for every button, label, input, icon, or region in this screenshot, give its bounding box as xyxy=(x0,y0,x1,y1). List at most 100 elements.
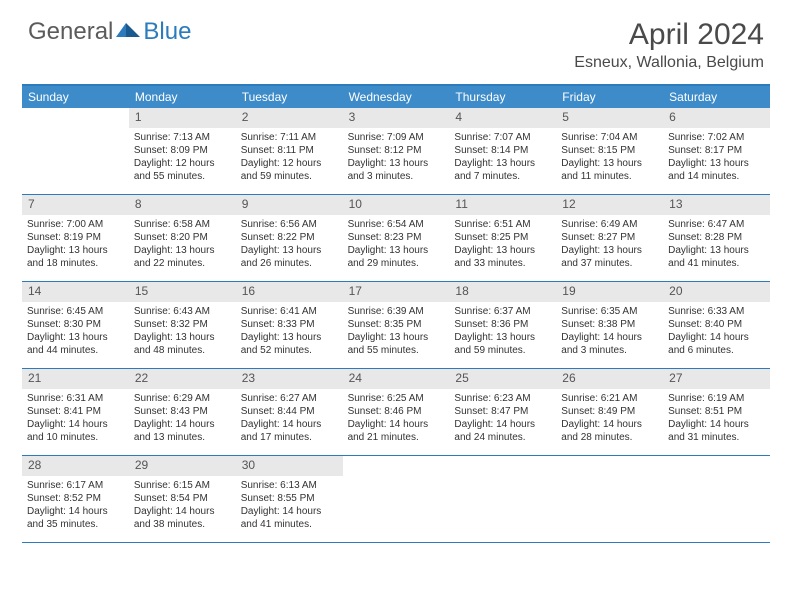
day-cell: 16Sunrise: 6:41 AMSunset: 8:33 PMDayligh… xyxy=(236,282,343,368)
daylight-text: and 26 minutes. xyxy=(241,257,338,270)
day-number: 23 xyxy=(236,369,343,389)
sunset-text: Sunset: 8:38 PM xyxy=(561,318,658,331)
day-number: 3 xyxy=(343,108,450,128)
sunrise-text: Sunrise: 6:49 AM xyxy=(561,218,658,231)
daylight-text: Daylight: 14 hours xyxy=(134,505,231,518)
sunrise-text: Sunrise: 6:31 AM xyxy=(27,392,124,405)
daylight-text: Daylight: 13 hours xyxy=(454,157,551,170)
day-number: 1 xyxy=(129,108,236,128)
day-cell: 10Sunrise: 6:54 AMSunset: 8:23 PMDayligh… xyxy=(343,195,450,281)
day-cell: 28Sunrise: 6:17 AMSunset: 8:52 PMDayligh… xyxy=(22,456,129,542)
day-cell: 30Sunrise: 6:13 AMSunset: 8:55 PMDayligh… xyxy=(236,456,343,542)
day-cell: 26Sunrise: 6:21 AMSunset: 8:49 PMDayligh… xyxy=(556,369,663,455)
sunrise-text: Sunrise: 6:13 AM xyxy=(241,479,338,492)
sunrise-text: Sunrise: 7:04 AM xyxy=(561,131,658,144)
daylight-text: Daylight: 14 hours xyxy=(561,418,658,431)
daylight-text: and 55 minutes. xyxy=(348,344,445,357)
day-cell: 15Sunrise: 6:43 AMSunset: 8:32 PMDayligh… xyxy=(129,282,236,368)
sunset-text: Sunset: 8:49 PM xyxy=(561,405,658,418)
day-number: 4 xyxy=(449,108,556,128)
day-number: 30 xyxy=(236,456,343,476)
day-body: Sunrise: 6:27 AMSunset: 8:44 PMDaylight:… xyxy=(236,389,343,449)
week-row: 28Sunrise: 6:17 AMSunset: 8:52 PMDayligh… xyxy=(22,456,770,543)
daylight-text: and 3 minutes. xyxy=(561,344,658,357)
sunrise-text: Sunrise: 6:58 AM xyxy=(134,218,231,231)
day-body: Sunrise: 6:31 AMSunset: 8:41 PMDaylight:… xyxy=(22,389,129,449)
sunset-text: Sunset: 8:46 PM xyxy=(348,405,445,418)
logo-text-blue: Blue xyxy=(143,18,191,46)
daylight-text: and 18 minutes. xyxy=(27,257,124,270)
sunset-text: Sunset: 8:32 PM xyxy=(134,318,231,331)
sunset-text: Sunset: 8:27 PM xyxy=(561,231,658,244)
weekday-wednesday: Wednesday xyxy=(343,86,450,108)
day-number: 8 xyxy=(129,195,236,215)
day-number: 24 xyxy=(343,369,450,389)
sunset-text: Sunset: 8:44 PM xyxy=(241,405,338,418)
sunset-text: Sunset: 8:20 PM xyxy=(134,231,231,244)
sunrise-text: Sunrise: 6:41 AM xyxy=(241,305,338,318)
day-cell: 24Sunrise: 6:25 AMSunset: 8:46 PMDayligh… xyxy=(343,369,450,455)
sunrise-text: Sunrise: 6:47 AM xyxy=(668,218,765,231)
header: General Blue April 2024 Esneux, Wallonia… xyxy=(0,0,792,78)
daylight-text: Daylight: 14 hours xyxy=(27,418,124,431)
daylight-text: Daylight: 13 hours xyxy=(27,331,124,344)
daylight-text: Daylight: 14 hours xyxy=(134,418,231,431)
daylight-text: and 10 minutes. xyxy=(27,431,124,444)
day-number: 10 xyxy=(343,195,450,215)
month-title: April 2024 xyxy=(574,18,764,52)
day-body: Sunrise: 6:58 AMSunset: 8:20 PMDaylight:… xyxy=(129,215,236,275)
daylight-text: and 29 minutes. xyxy=(348,257,445,270)
day-body: Sunrise: 7:07 AMSunset: 8:14 PMDaylight:… xyxy=(449,128,556,188)
day-body: Sunrise: 6:29 AMSunset: 8:43 PMDaylight:… xyxy=(129,389,236,449)
daylight-text: and 48 minutes. xyxy=(134,344,231,357)
daylight-text: and 41 minutes. xyxy=(241,518,338,531)
day-cell: 4Sunrise: 7:07 AMSunset: 8:14 PMDaylight… xyxy=(449,108,556,194)
day-body: Sunrise: 6:17 AMSunset: 8:52 PMDaylight:… xyxy=(22,476,129,536)
weekday-header-row: SundayMondayTuesdayWednesdayThursdayFrid… xyxy=(22,86,770,108)
daylight-text: and 3 minutes. xyxy=(348,170,445,183)
day-body: Sunrise: 6:45 AMSunset: 8:30 PMDaylight:… xyxy=(22,302,129,362)
day-cell: 23Sunrise: 6:27 AMSunset: 8:44 PMDayligh… xyxy=(236,369,343,455)
daylight-text: and 24 minutes. xyxy=(454,431,551,444)
sunrise-text: Sunrise: 6:25 AM xyxy=(348,392,445,405)
sunset-text: Sunset: 8:33 PM xyxy=(241,318,338,331)
sunrise-text: Sunrise: 6:29 AM xyxy=(134,392,231,405)
sunrise-text: Sunrise: 6:19 AM xyxy=(668,392,765,405)
daylight-text: Daylight: 14 hours xyxy=(454,418,551,431)
sunset-text: Sunset: 8:22 PM xyxy=(241,231,338,244)
sunrise-text: Sunrise: 6:21 AM xyxy=(561,392,658,405)
daylight-text: and 35 minutes. xyxy=(27,518,124,531)
day-cell: 12Sunrise: 6:49 AMSunset: 8:27 PMDayligh… xyxy=(556,195,663,281)
day-number: 25 xyxy=(449,369,556,389)
day-cell: 3Sunrise: 7:09 AMSunset: 8:12 PMDaylight… xyxy=(343,108,450,194)
daylight-text: and 37 minutes. xyxy=(561,257,658,270)
day-cell: 18Sunrise: 6:37 AMSunset: 8:36 PMDayligh… xyxy=(449,282,556,368)
day-body: Sunrise: 6:56 AMSunset: 8:22 PMDaylight:… xyxy=(236,215,343,275)
day-cell: 2Sunrise: 7:11 AMSunset: 8:11 PMDaylight… xyxy=(236,108,343,194)
day-body: Sunrise: 6:54 AMSunset: 8:23 PMDaylight:… xyxy=(343,215,450,275)
daylight-text: Daylight: 14 hours xyxy=(27,505,124,518)
daylight-text: Daylight: 14 hours xyxy=(241,505,338,518)
day-body: Sunrise: 6:15 AMSunset: 8:54 PMDaylight:… xyxy=(129,476,236,536)
week-row: 21Sunrise: 6:31 AMSunset: 8:41 PMDayligh… xyxy=(22,369,770,456)
day-number: 9 xyxy=(236,195,343,215)
sunset-text: Sunset: 8:47 PM xyxy=(454,405,551,418)
daylight-text: Daylight: 13 hours xyxy=(27,244,124,257)
daylight-text: Daylight: 13 hours xyxy=(348,331,445,344)
daylight-text: Daylight: 12 hours xyxy=(134,157,231,170)
day-number: 17 xyxy=(343,282,450,302)
daylight-text: Daylight: 14 hours xyxy=(241,418,338,431)
sunrise-text: Sunrise: 6:35 AM xyxy=(561,305,658,318)
daylight-text: and 52 minutes. xyxy=(241,344,338,357)
daylight-text: Daylight: 13 hours xyxy=(454,331,551,344)
empty-cell xyxy=(449,456,556,542)
day-cell: 22Sunrise: 6:29 AMSunset: 8:43 PMDayligh… xyxy=(129,369,236,455)
day-body: Sunrise: 6:49 AMSunset: 8:27 PMDaylight:… xyxy=(556,215,663,275)
day-cell: 14Sunrise: 6:45 AMSunset: 8:30 PMDayligh… xyxy=(22,282,129,368)
sunrise-text: Sunrise: 6:54 AM xyxy=(348,218,445,231)
day-body: Sunrise: 6:13 AMSunset: 8:55 PMDaylight:… xyxy=(236,476,343,536)
day-number: 22 xyxy=(129,369,236,389)
day-cell: 5Sunrise: 7:04 AMSunset: 8:15 PMDaylight… xyxy=(556,108,663,194)
day-cell: 27Sunrise: 6:19 AMSunset: 8:51 PMDayligh… xyxy=(663,369,770,455)
logo-triangle-icon xyxy=(116,19,142,39)
